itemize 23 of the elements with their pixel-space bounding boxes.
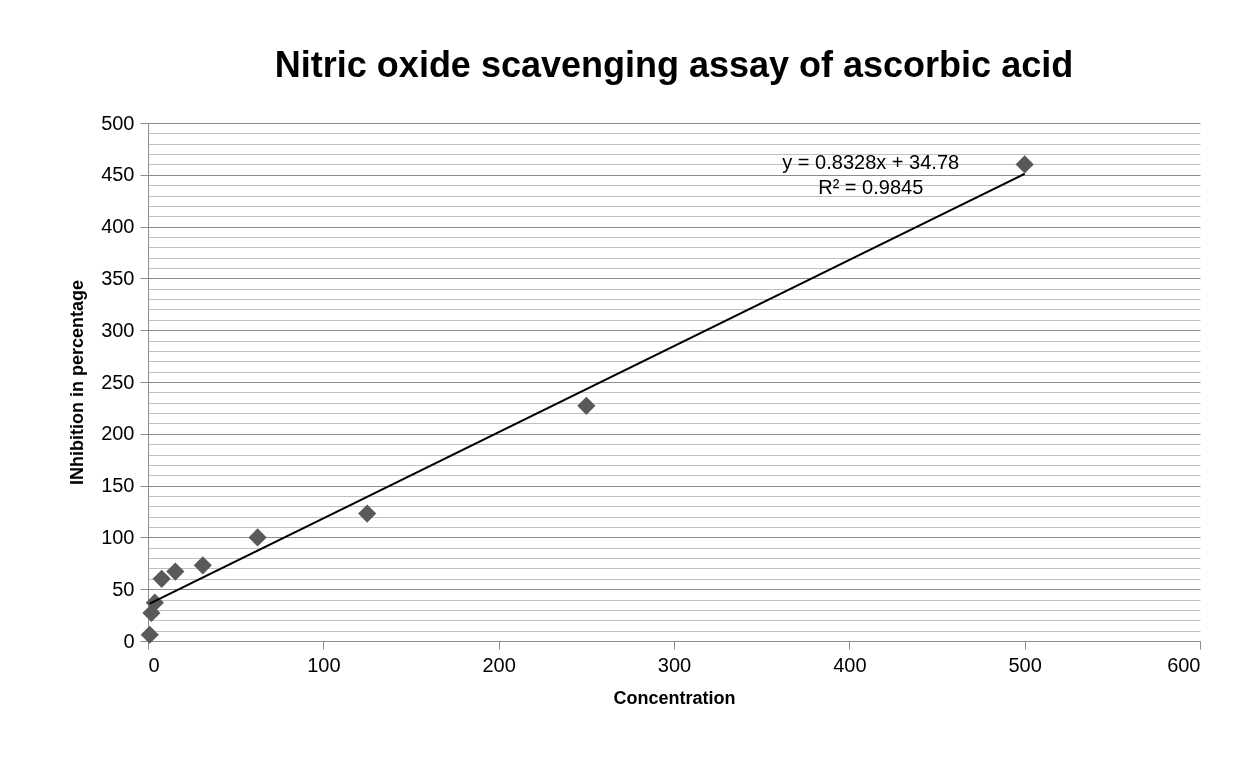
y-tick-label: 0 [123, 629, 135, 652]
y-tick-label: 150 [101, 474, 135, 497]
x-tick-label: 500 [1008, 653, 1042, 676]
x-tick-label: 400 [833, 653, 867, 676]
y-tick-label: 200 [101, 422, 135, 445]
y-tick-label: 450 [101, 163, 135, 186]
x-tick-label: 300 [657, 653, 692, 676]
y-tick-label: 100 [101, 525, 135, 548]
y-tick-label: 250 [101, 370, 135, 393]
y-axis-title: INhibition in percentage [67, 279, 88, 486]
chart-title: Nitric oxide scavenging assay of ascorbic acid [274, 44, 1074, 85]
y-tick-label: 500 [101, 111, 135, 134]
x-axis-title: Concentration [613, 687, 736, 708]
x-tick-label: 200 [482, 653, 516, 676]
annotation: y = 0.8328x + 34.78 [782, 150, 960, 173]
y-tick-label: 50 [112, 577, 135, 600]
x-tick-label: 0 [148, 653, 160, 676]
annotation: R² = 0.9845 [818, 175, 924, 198]
y-tick-label: 400 [101, 215, 135, 238]
y-tick-label: 350 [101, 266, 135, 289]
x-tick-label: 100 [307, 653, 341, 676]
y-tick-label: 300 [101, 318, 135, 341]
x-tick-label: 600 [1167, 653, 1201, 676]
